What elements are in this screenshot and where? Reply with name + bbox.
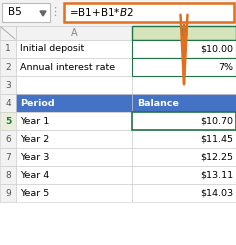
Bar xyxy=(16,148,132,166)
Text: $11.45: $11.45 xyxy=(200,135,233,144)
Text: B5: B5 xyxy=(8,8,22,17)
Text: 7%: 7% xyxy=(218,62,233,72)
Text: 3: 3 xyxy=(5,81,11,89)
Bar xyxy=(132,76,236,94)
Text: Year 2: Year 2 xyxy=(20,135,49,144)
Bar xyxy=(0,40,16,58)
Bar xyxy=(0,26,16,40)
Bar xyxy=(0,130,16,148)
Bar xyxy=(16,166,132,184)
Text: B: B xyxy=(180,28,188,38)
Text: Balance: Balance xyxy=(137,98,179,108)
Text: 9: 9 xyxy=(5,188,11,197)
Bar xyxy=(16,58,132,76)
Bar xyxy=(16,40,132,58)
Text: ⋮: ⋮ xyxy=(49,8,61,17)
Bar xyxy=(0,166,16,184)
Text: Initial deposit: Initial deposit xyxy=(20,45,84,53)
Bar xyxy=(132,184,236,202)
Bar xyxy=(132,40,236,58)
Bar xyxy=(132,166,236,184)
Text: $10.70: $10.70 xyxy=(200,117,233,125)
Bar xyxy=(0,148,16,166)
Bar xyxy=(64,3,234,22)
Text: $14.03: $14.03 xyxy=(200,188,233,197)
Bar xyxy=(16,26,132,40)
Bar xyxy=(0,58,16,76)
Text: Year 3: Year 3 xyxy=(20,152,49,161)
Text: 2: 2 xyxy=(5,62,11,72)
Text: 1: 1 xyxy=(5,45,11,53)
Bar xyxy=(0,0,236,26)
Text: 8: 8 xyxy=(5,171,11,180)
Bar xyxy=(132,130,236,148)
Bar xyxy=(16,76,132,94)
Text: 4: 4 xyxy=(5,98,11,108)
Bar xyxy=(0,94,16,112)
Bar xyxy=(16,94,132,112)
Bar xyxy=(0,184,16,202)
Bar xyxy=(16,130,132,148)
Bar xyxy=(2,3,50,22)
Text: Period: Period xyxy=(20,98,55,108)
Text: 5: 5 xyxy=(5,117,11,125)
Text: Year 5: Year 5 xyxy=(20,188,49,197)
Text: Annual interest rate: Annual interest rate xyxy=(20,62,115,72)
Text: 6: 6 xyxy=(5,135,11,144)
Text: $10.00: $10.00 xyxy=(200,45,233,53)
Text: A: A xyxy=(71,28,77,38)
Text: Year 4: Year 4 xyxy=(20,171,49,180)
Bar xyxy=(0,112,16,130)
Text: $13.11: $13.11 xyxy=(200,171,233,180)
Text: =B1+B1*$B$2: =B1+B1*$B$2 xyxy=(69,7,134,19)
Bar xyxy=(132,148,236,166)
Bar xyxy=(16,112,132,130)
Text: $12.25: $12.25 xyxy=(200,152,233,161)
Bar xyxy=(132,112,236,130)
Text: Year 1: Year 1 xyxy=(20,117,49,125)
Bar xyxy=(0,76,16,94)
Bar xyxy=(132,26,236,40)
Text: 7: 7 xyxy=(5,152,11,161)
Bar xyxy=(132,58,236,76)
Bar xyxy=(132,94,236,112)
Polygon shape xyxy=(40,11,46,16)
Bar xyxy=(16,184,132,202)
